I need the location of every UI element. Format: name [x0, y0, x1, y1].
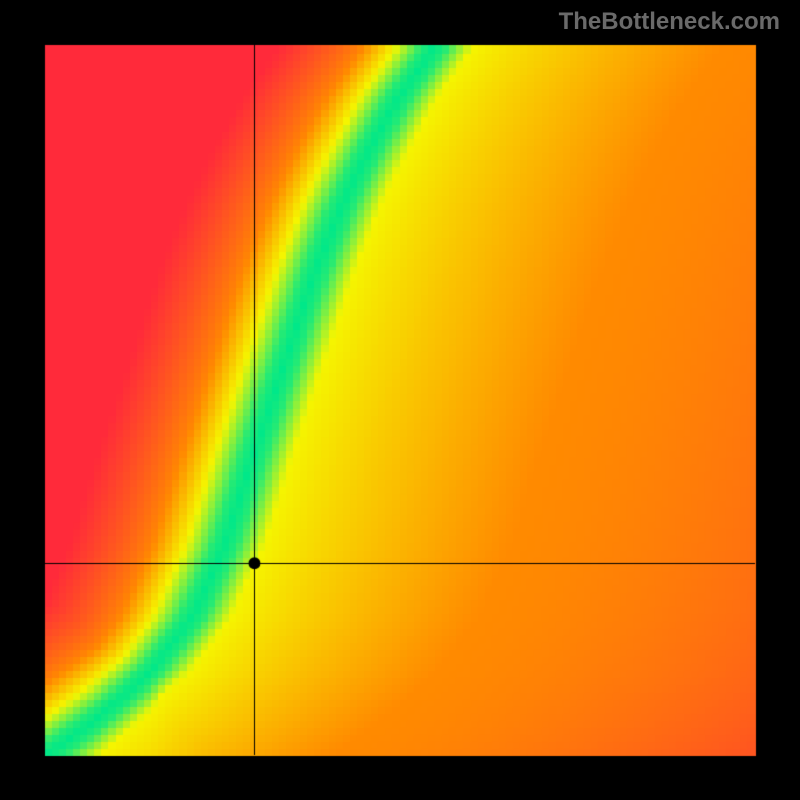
heatmap-canvas [0, 0, 800, 800]
chart-container: TheBottleneck.com [0, 0, 800, 800]
watermark-text: TheBottleneck.com [559, 8, 780, 36]
